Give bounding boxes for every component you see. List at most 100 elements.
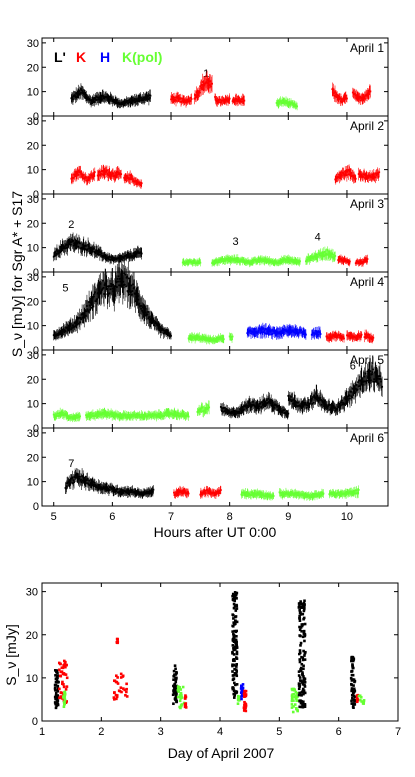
data-point: [296, 331, 299, 334]
data-point: [365, 334, 368, 337]
data-point: [206, 337, 208, 340]
data-point: [110, 256, 113, 259]
data-point: [93, 292, 96, 295]
data-point: [343, 174, 346, 177]
data-point: [253, 331, 256, 334]
data-point: [310, 399, 313, 402]
data-point: [81, 313, 84, 315]
data-point: [303, 403, 306, 406]
data-point: [234, 99, 237, 102]
data-point: [251, 493, 254, 496]
data-point: [174, 493, 177, 496]
data-point: [257, 493, 259, 496]
data-point: [368, 377, 371, 379]
data-point: [289, 491, 292, 494]
data-point: [181, 492, 184, 495]
data-point: [375, 172, 377, 175]
data-point: [314, 255, 317, 258]
data-point: [250, 261, 253, 264]
data-point: [131, 178, 134, 181]
data-point: [76, 323, 79, 326]
data-point: [366, 370, 369, 373]
data-point: [299, 260, 301, 263]
data-point: [126, 101, 128, 103]
data-point: [267, 330, 270, 333]
data-point: [158, 327, 161, 330]
data-point: [91, 482, 94, 485]
data-point: [157, 327, 160, 329]
data-point: [145, 314, 148, 317]
data-point: [306, 258, 309, 261]
data-point: [346, 97, 348, 100]
data-point: [362, 175, 364, 178]
data-point: [282, 492, 285, 495]
data-point: [170, 96, 173, 98]
data-point: [335, 335, 338, 338]
data-point: [355, 261, 358, 264]
data-point: [258, 405, 261, 407]
data-point: [342, 335, 345, 338]
data-point: [116, 414, 119, 416]
data-point: [84, 176, 86, 179]
data-point: [66, 416, 69, 418]
data-point: [92, 174, 95, 177]
data-point: [76, 476, 79, 479]
data-point: [135, 252, 138, 255]
data-point: [179, 97, 182, 100]
data-point: [270, 333, 273, 336]
data-point: [292, 102, 295, 105]
data-point: [261, 401, 263, 404]
flare-number-label: 7: [68, 458, 74, 470]
legend-entry-k: K: [76, 49, 86, 65]
data-point: [245, 261, 248, 264]
data-point: [342, 402, 345, 405]
data-point: [57, 415, 60, 417]
data-point: [224, 258, 226, 261]
data-point: [338, 173, 341, 176]
data-point: [270, 399, 273, 401]
data-point: [187, 413, 189, 416]
data-point: [315, 392, 318, 395]
data-point: [222, 338, 225, 341]
data-point: [323, 254, 326, 257]
data-point: [142, 306, 145, 309]
data-point: [372, 175, 375, 178]
data-point: [292, 329, 294, 332]
data-point: [100, 412, 103, 415]
data-point: [149, 321, 152, 324]
data-point: [111, 287, 114, 290]
data-point: [375, 174, 378, 177]
data-point: [84, 175, 87, 178]
data-point: [279, 491, 282, 494]
data-point: [233, 411, 236, 414]
data-point: [110, 97, 113, 99]
data-point: [200, 83, 203, 86]
data-point: [100, 413, 102, 416]
data-point: [140, 252, 143, 255]
data-point: [66, 246, 69, 249]
data-point: [308, 405, 311, 408]
data-point: [250, 494, 252, 497]
data-point: [339, 335, 342, 338]
panel-date-label: April 3: [350, 197, 384, 211]
data-point: [346, 260, 348, 263]
data-point: [155, 322, 158, 324]
data-point: [58, 412, 61, 415]
data-point: [136, 251, 139, 254]
data-point: [129, 252, 132, 255]
data-point: [280, 260, 283, 263]
data-point: [266, 329, 269, 332]
data-point: [77, 414, 79, 417]
data-point: [156, 414, 159, 417]
data-point: [229, 258, 232, 261]
y-tick-label: 10: [27, 165, 39, 177]
data-point: [106, 489, 109, 492]
data-point: [140, 182, 143, 185]
data-point: [268, 495, 271, 498]
data-point: [126, 275, 129, 278]
data-point: [72, 482, 74, 484]
legend-entry-kpol: K(pol): [122, 49, 162, 65]
data-point: [120, 256, 123, 259]
data-point: [247, 331, 250, 333]
data-point: [150, 319, 153, 322]
